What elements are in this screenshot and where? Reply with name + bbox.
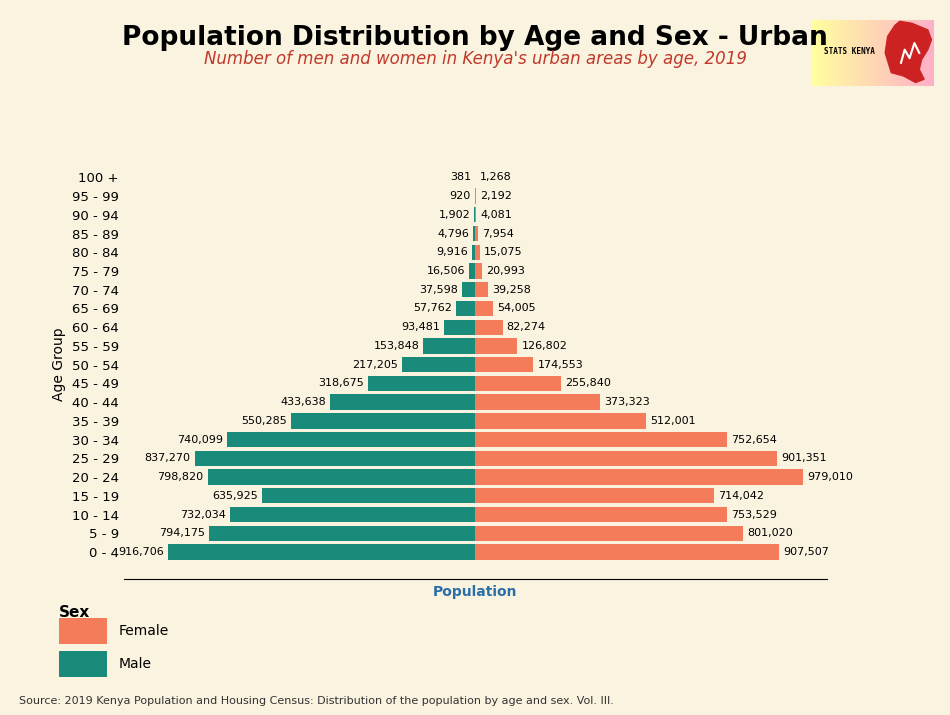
Bar — [402, 357, 475, 373]
Text: 1,268: 1,268 — [480, 172, 511, 182]
Text: 740,099: 740,099 — [178, 435, 223, 445]
Bar — [230, 507, 475, 522]
Text: Female: Female — [119, 623, 169, 638]
Text: 126,802: 126,802 — [522, 341, 567, 351]
Text: 9,916: 9,916 — [436, 247, 467, 257]
Text: 732,034: 732,034 — [180, 510, 226, 520]
Text: 512,001: 512,001 — [651, 416, 696, 426]
Bar — [475, 395, 600, 410]
Text: 794,175: 794,175 — [159, 528, 205, 538]
Text: 93,481: 93,481 — [401, 322, 440, 332]
Bar — [444, 320, 475, 335]
Text: 901,351: 901,351 — [781, 453, 826, 463]
Text: 4,081: 4,081 — [481, 209, 512, 220]
Bar — [475, 357, 534, 373]
Bar — [291, 413, 475, 428]
Bar — [475, 432, 727, 448]
Bar — [262, 488, 475, 503]
Bar — [475, 507, 728, 522]
Bar — [209, 526, 475, 541]
Bar — [456, 301, 475, 316]
Text: Sex: Sex — [59, 605, 90, 620]
Text: STATS KENYA: STATS KENYA — [825, 47, 875, 56]
Text: 801,020: 801,020 — [747, 528, 793, 538]
Bar — [469, 263, 475, 279]
Text: 37,598: 37,598 — [420, 285, 459, 295]
Text: 82,274: 82,274 — [506, 322, 545, 332]
Text: Source: 2019 Kenya Population and Housing Census: Distribution of the population: Source: 2019 Kenya Population and Housin… — [19, 696, 614, 706]
Bar — [195, 450, 475, 466]
Bar — [475, 282, 488, 297]
Text: 714,042: 714,042 — [718, 490, 764, 500]
Text: 153,848: 153,848 — [373, 341, 420, 351]
Bar — [208, 469, 475, 485]
Text: 39,258: 39,258 — [492, 285, 531, 295]
Bar — [475, 413, 646, 428]
Bar — [473, 226, 475, 241]
Text: 837,270: 837,270 — [144, 453, 191, 463]
Text: 550,285: 550,285 — [241, 416, 287, 426]
Bar — [475, 338, 518, 354]
Text: 916,706: 916,706 — [119, 547, 164, 557]
Text: 373,323: 373,323 — [604, 397, 650, 407]
Polygon shape — [885, 21, 931, 82]
Bar — [475, 245, 480, 260]
Bar — [369, 375, 475, 391]
Text: 979,010: 979,010 — [807, 472, 853, 482]
Bar — [472, 245, 475, 260]
Bar — [424, 338, 475, 354]
Text: 15,075: 15,075 — [484, 247, 522, 257]
Text: 4,796: 4,796 — [438, 229, 469, 239]
Bar — [227, 432, 475, 448]
Bar — [475, 469, 803, 485]
Y-axis label: Age Group: Age Group — [52, 328, 66, 401]
Bar — [330, 395, 475, 410]
Text: Number of men and women in Kenya's urban areas by age, 2019: Number of men and women in Kenya's urban… — [203, 50, 747, 68]
Bar — [475, 450, 777, 466]
X-axis label: Population: Population — [433, 585, 517, 598]
Bar — [463, 282, 475, 297]
Text: 752,654: 752,654 — [731, 435, 777, 445]
Bar — [475, 526, 743, 541]
Text: 318,675: 318,675 — [318, 378, 364, 388]
Text: 7,954: 7,954 — [482, 229, 514, 239]
Text: 907,507: 907,507 — [783, 547, 828, 557]
Text: 174,553: 174,553 — [538, 360, 583, 370]
Text: 798,820: 798,820 — [158, 472, 203, 482]
Text: 16,506: 16,506 — [427, 266, 466, 276]
Text: Population Distribution by Age and Sex - Urban: Population Distribution by Age and Sex -… — [123, 25, 827, 51]
Bar — [168, 544, 475, 560]
Bar — [475, 488, 714, 503]
Text: 217,205: 217,205 — [352, 360, 398, 370]
Text: 54,005: 54,005 — [497, 303, 536, 313]
Text: 2,192: 2,192 — [480, 191, 512, 201]
Bar — [475, 301, 493, 316]
Bar — [475, 207, 476, 222]
Bar — [475, 226, 478, 241]
Text: 255,840: 255,840 — [564, 378, 611, 388]
Text: 753,529: 753,529 — [732, 510, 777, 520]
Text: 1,902: 1,902 — [439, 209, 470, 220]
Text: 920: 920 — [449, 191, 470, 201]
Text: 20,993: 20,993 — [486, 266, 525, 276]
Text: 433,638: 433,638 — [280, 397, 326, 407]
FancyBboxPatch shape — [59, 651, 106, 677]
Bar — [475, 375, 560, 391]
FancyBboxPatch shape — [59, 618, 106, 644]
Text: 635,925: 635,925 — [213, 490, 258, 500]
Text: 381: 381 — [449, 172, 471, 182]
Bar — [475, 263, 482, 279]
Bar — [475, 320, 503, 335]
Bar — [475, 544, 779, 560]
Text: 57,762: 57,762 — [412, 303, 451, 313]
Text: Male: Male — [119, 657, 152, 671]
